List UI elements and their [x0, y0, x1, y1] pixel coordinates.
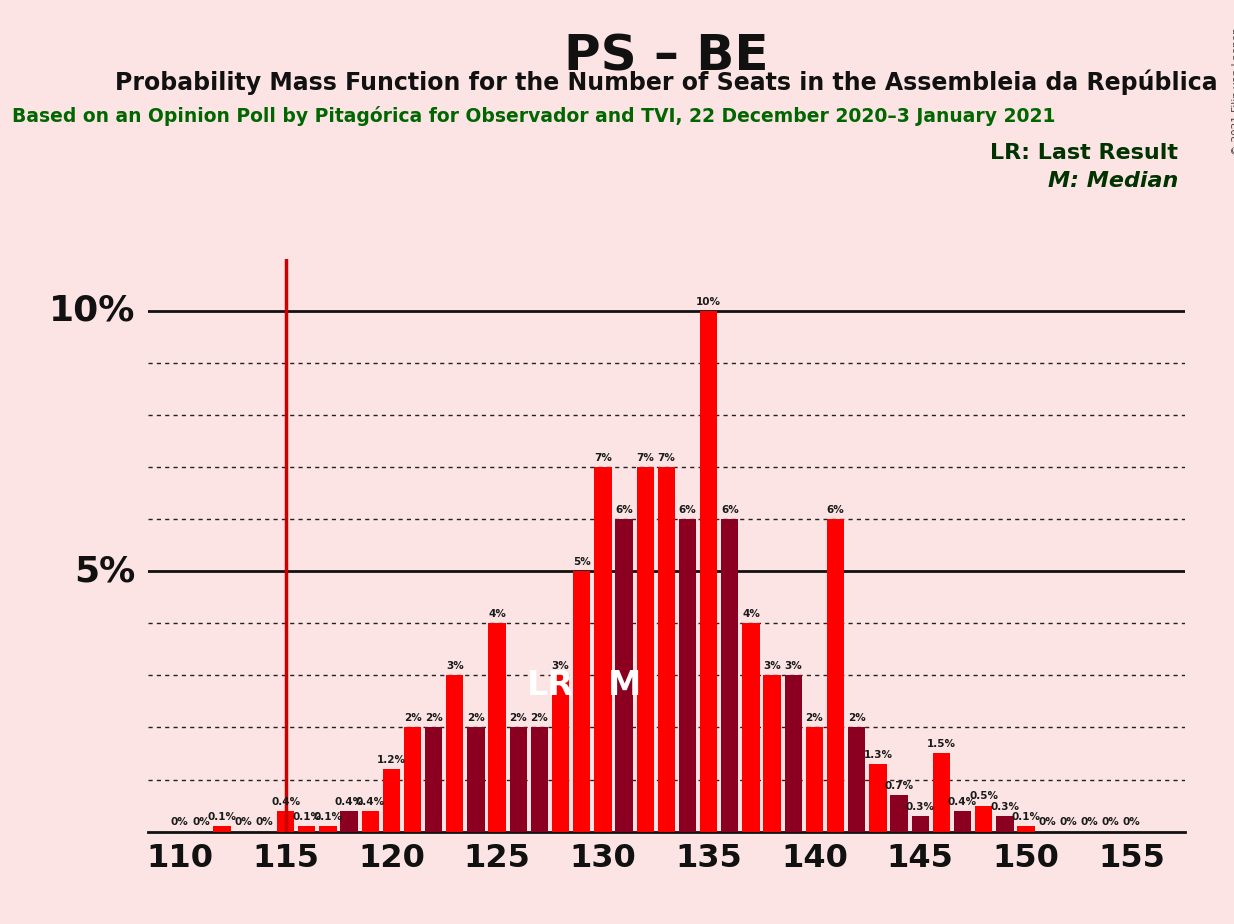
Text: 2%: 2%: [531, 713, 548, 723]
Bar: [637, 467, 654, 832]
Text: 6%: 6%: [679, 505, 696, 515]
Bar: [299, 826, 316, 832]
Text: 3%: 3%: [445, 662, 464, 671]
Bar: [362, 810, 379, 832]
Text: 0.1%: 0.1%: [1012, 812, 1040, 822]
Text: 0.4%: 0.4%: [948, 796, 977, 807]
Text: 2%: 2%: [468, 713, 485, 723]
Bar: [806, 727, 823, 832]
Text: 0.4%: 0.4%: [271, 796, 300, 807]
Text: 0%: 0%: [1102, 818, 1119, 827]
Text: 0%: 0%: [1123, 818, 1140, 827]
Text: 0%: 0%: [172, 818, 189, 827]
Text: 4%: 4%: [742, 609, 760, 619]
Text: 0.1%: 0.1%: [207, 812, 237, 822]
Bar: [996, 816, 1013, 832]
Text: 0.1%: 0.1%: [292, 812, 321, 822]
Text: 0%: 0%: [1038, 818, 1056, 827]
Bar: [975, 806, 992, 832]
Text: 1.5%: 1.5%: [927, 739, 956, 749]
Text: 0%: 0%: [255, 818, 273, 827]
Text: 0%: 0%: [1081, 818, 1098, 827]
Text: 0.7%: 0.7%: [885, 781, 913, 791]
Text: © 2021 Filip van Laenen: © 2021 Filip van Laenen: [1232, 28, 1234, 155]
Text: M: M: [607, 669, 640, 702]
Bar: [721, 519, 738, 832]
Bar: [785, 675, 802, 832]
Bar: [658, 467, 675, 832]
Bar: [912, 816, 929, 832]
Bar: [595, 467, 612, 832]
Text: 6%: 6%: [827, 505, 844, 515]
Bar: [531, 727, 548, 832]
Text: 0%: 0%: [193, 818, 210, 827]
Text: 2%: 2%: [404, 713, 421, 723]
Text: 6%: 6%: [721, 505, 739, 515]
Text: 10%: 10%: [49, 294, 136, 328]
Text: 3%: 3%: [552, 662, 569, 671]
Text: M: Median: M: Median: [1048, 171, 1178, 191]
Text: 2%: 2%: [848, 713, 865, 723]
Text: 0.4%: 0.4%: [355, 796, 385, 807]
Text: 1.3%: 1.3%: [864, 749, 892, 760]
Text: PS – BE: PS – BE: [564, 32, 769, 80]
Text: 0.4%: 0.4%: [334, 796, 364, 807]
Text: 4%: 4%: [489, 609, 506, 619]
Bar: [700, 310, 717, 832]
Text: 7%: 7%: [594, 453, 612, 463]
Text: 6%: 6%: [616, 505, 633, 515]
Bar: [954, 810, 971, 832]
Text: 0.3%: 0.3%: [991, 802, 1019, 812]
Bar: [743, 624, 760, 832]
Text: 2%: 2%: [424, 713, 443, 723]
Text: Probability Mass Function for the Number of Seats in the Assembleia da República: Probability Mass Function for the Number…: [115, 69, 1218, 95]
Bar: [276, 810, 294, 832]
Bar: [424, 727, 442, 832]
Bar: [447, 675, 464, 832]
Bar: [933, 753, 950, 832]
Text: 0%: 0%: [234, 818, 252, 827]
Bar: [320, 826, 337, 832]
Text: 5%: 5%: [573, 557, 591, 567]
Text: 3%: 3%: [785, 662, 802, 671]
Text: 10%: 10%: [696, 297, 721, 307]
Bar: [341, 810, 358, 832]
Bar: [827, 519, 844, 832]
Text: 3%: 3%: [764, 662, 781, 671]
Text: 5%: 5%: [74, 554, 136, 589]
Bar: [891, 796, 908, 832]
Bar: [213, 826, 231, 832]
Text: 0.1%: 0.1%: [313, 812, 342, 822]
Bar: [616, 519, 633, 832]
Bar: [869, 764, 886, 832]
Bar: [383, 769, 400, 832]
Text: 0.5%: 0.5%: [969, 791, 998, 801]
Bar: [468, 727, 485, 832]
Bar: [1017, 826, 1034, 832]
Text: 7%: 7%: [637, 453, 654, 463]
Text: 7%: 7%: [658, 453, 675, 463]
Text: Based on an Opinion Poll by Pitagórica for Observador and TVI, 22 December 2020–: Based on an Opinion Poll by Pitagórica f…: [12, 106, 1056, 127]
Bar: [510, 727, 527, 832]
Text: 2%: 2%: [510, 713, 527, 723]
Text: LR: Last Result: LR: Last Result: [991, 143, 1178, 164]
Bar: [552, 675, 569, 832]
Text: 0.3%: 0.3%: [906, 802, 934, 812]
Text: 2%: 2%: [806, 713, 823, 723]
Bar: [848, 727, 865, 832]
Bar: [489, 624, 506, 832]
Text: LR: LR: [527, 669, 574, 702]
Bar: [679, 519, 696, 832]
Text: 1.2%: 1.2%: [376, 755, 406, 765]
Bar: [573, 571, 590, 832]
Text: 0%: 0%: [1060, 818, 1077, 827]
Bar: [404, 727, 421, 832]
Bar: [764, 675, 781, 832]
